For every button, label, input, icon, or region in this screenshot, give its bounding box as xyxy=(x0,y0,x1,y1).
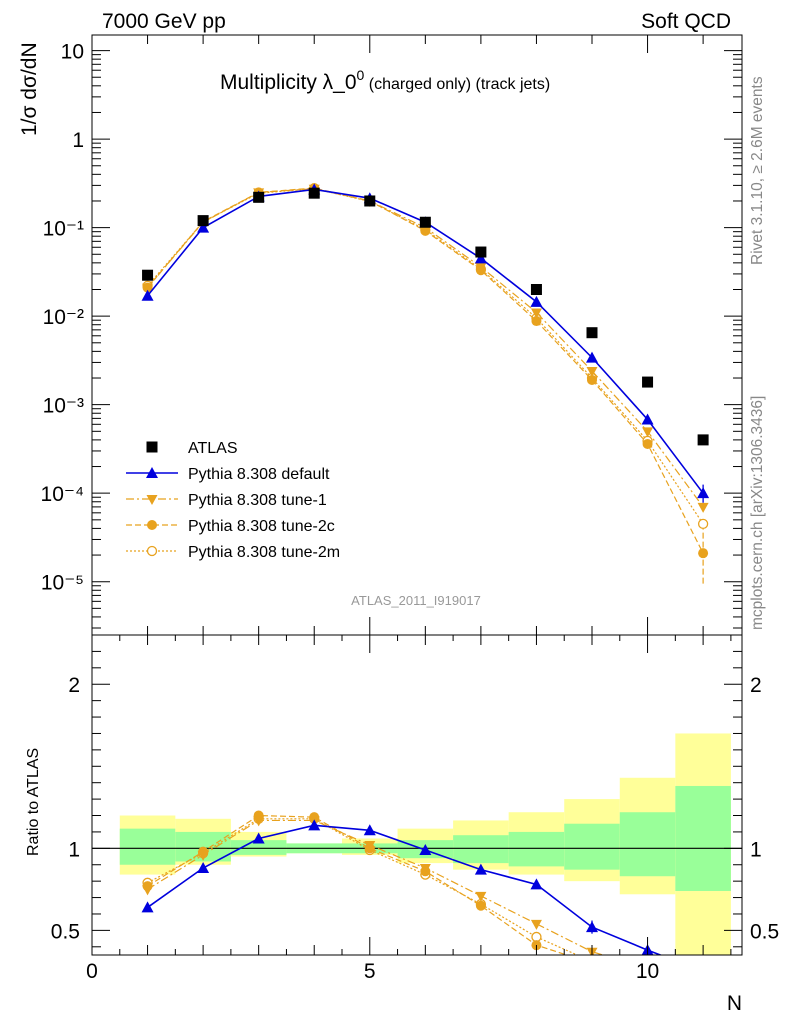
point-atlas-8 xyxy=(530,283,542,295)
legend-label-pythia-8-308-tune-2c: Pythia 8.308 tune-2c xyxy=(188,518,335,535)
ratio-point-pythia-8-308-default-7 xyxy=(474,863,487,875)
analysis-id: ATLAS_2011_I919017 xyxy=(351,593,481,608)
band-inner-11 xyxy=(675,785,731,891)
point-pythia-8-308-default-9 xyxy=(586,351,598,363)
point-pythia-8-308-tune-1-1 xyxy=(142,283,154,294)
point-atlas-5 xyxy=(364,195,376,207)
point-atlas-7 xyxy=(475,246,487,258)
ratio-xtick-label: 5 xyxy=(364,960,376,983)
point-pythia-8-308-tune-2c-10 xyxy=(642,438,653,449)
legend-label-pythia-8-308-default: Pythia 8.308 default xyxy=(188,466,330,483)
band-inner-7 xyxy=(453,835,509,864)
legend-marker-atlas xyxy=(146,441,158,453)
rivet-label: Rivet 3.1.10, ≥ 2.6M events xyxy=(749,76,766,265)
main-panel-axes: 10⁻⁵ 10⁻⁴ 10⁻³ 10⁻² 10⁻¹ 1 10 xyxy=(41,35,742,635)
ratio-xtick-label: 10 xyxy=(636,960,659,983)
main-ytick-label: 10⁻⁴ xyxy=(41,483,84,506)
ratio-ytick-label-right: 2 xyxy=(750,674,762,697)
point-pythia-8-308-tune-1-9 xyxy=(586,367,598,378)
band-inner-1 xyxy=(119,828,176,865)
legend-marker-pythia-8-308-tune-2m xyxy=(146,545,158,557)
ratio-panel-marks xyxy=(92,810,742,955)
header-energy: 7000 GeV pp xyxy=(102,10,226,33)
ratio-point-pythia-8-308-tune-1-7 xyxy=(475,891,487,902)
point-atlas-4 xyxy=(308,187,320,199)
legend-label-pythia-8-308-tune-2m: Pythia 8.308 tune-2m xyxy=(188,544,340,561)
ratio-point-pythia-8-308-tune-1-6 xyxy=(419,864,431,875)
point-atlas-10 xyxy=(642,376,654,388)
legend-marker-pythia-8-308-default xyxy=(146,467,158,478)
ratio-ytick-label: 1 xyxy=(68,838,80,861)
ratio-point-pythia-8-308-tune-1-1 xyxy=(142,885,154,896)
ratio-ytick-label: 0.5 xyxy=(51,920,80,943)
band-inner-3 xyxy=(230,840,287,855)
source-label: mcplots.cern.ch [arXiv:1306.3436] xyxy=(749,396,766,630)
main-ytick-label: 10 xyxy=(61,41,84,64)
ratio-panel-axes: 0.5 0.5 1 1 2 2 0 5 10 xyxy=(51,635,779,983)
ratio-point-pythia-8-308-tune-1-2 xyxy=(197,850,209,861)
point-atlas-2 xyxy=(197,215,209,227)
point-pythia-8-308-tune-1-7 xyxy=(475,262,487,273)
ratio-point-pythia-8-308-default-3 xyxy=(252,832,265,844)
main-ytick-label: 10⁻⁵ xyxy=(41,572,84,595)
point-pythia-8-308-tune-1-8 xyxy=(530,308,542,319)
legend: ATLAS Pythia 8.308 default Pythia 8.308 tu… xyxy=(126,440,340,561)
ratio-point-pythia-8-308-tune-2m-8 xyxy=(531,931,542,943)
legend-marker-pythia-8-308-tune-1 xyxy=(146,495,158,505)
point-pythia-8-308-tune-2m-11 xyxy=(697,518,709,530)
point-pythia-8-308-default-8 xyxy=(530,295,543,307)
band-inner-10 xyxy=(619,812,676,877)
main-panel-marks xyxy=(141,183,710,584)
ratio-ytick-label-right: 0.5 xyxy=(750,920,779,943)
ratio-point-pythia-8-308-tune-1-3 xyxy=(253,816,265,827)
ratio-xlabel: N xyxy=(727,992,742,1015)
ratio-point-pythia-8-308-tune-2c-7 xyxy=(475,900,486,911)
legend-marker-pythia-8-308-tune-2c xyxy=(147,520,157,530)
point-pythia-8-308-default-10 xyxy=(641,413,654,425)
ratio-point-pythia-8-308-default-4 xyxy=(308,819,321,831)
plot-title: Multiplicity λ_00 (charged only) (track … xyxy=(220,67,550,94)
point-pythia-8-308-tune-2c-9 xyxy=(587,374,597,385)
ratio-xtick-label: 0 xyxy=(86,960,98,983)
point-atlas-9 xyxy=(586,327,598,339)
point-atlas-6 xyxy=(419,216,431,228)
point-pythia-8-308-default-7 xyxy=(474,252,487,264)
plot-title-sup: 0 xyxy=(357,67,365,83)
point-pythia-8-308-default-1 xyxy=(141,289,154,301)
ratio-point-pythia-8-308-default-1 xyxy=(141,901,154,913)
header-category: Soft QCD xyxy=(641,10,731,33)
point-atlas-3 xyxy=(253,191,265,203)
legend-label-atlas: ATLAS xyxy=(188,440,238,457)
point-pythia-8-308-tune-1-10 xyxy=(642,427,654,438)
point-pythia-8-308-default-2 xyxy=(197,221,210,233)
ratio-ytick-label: 2 xyxy=(68,674,80,697)
main-ytick-label: 10⁻³ xyxy=(43,395,84,418)
ratio-point-pythia-8-308-tune-1-8 xyxy=(530,919,542,930)
point-pythia-8-308-tune-1-11 xyxy=(697,502,709,513)
ratio-point-pythia-8-308-default-8 xyxy=(530,878,543,890)
point-pythia-8-308-tune-2c-8 xyxy=(531,316,542,327)
main-series-area xyxy=(141,183,710,584)
ratio-point-pythia-8-308-tune-1-5 xyxy=(364,841,376,852)
ratio-ytick-label-right: 1 xyxy=(750,838,762,861)
band-inner-8 xyxy=(508,831,565,867)
main-ytick-label: 10⁻¹ xyxy=(43,218,84,241)
main-ytick-label: 10⁻² xyxy=(43,306,84,329)
ratio-point-pythia-8-308-default-5 xyxy=(363,824,376,836)
point-atlas-1 xyxy=(142,269,154,281)
plot-title-main: Multiplicity λ_0 xyxy=(220,71,357,94)
main-ytick-label: 1 xyxy=(72,129,84,152)
point-atlas-11 xyxy=(697,434,709,446)
band-inner-9 xyxy=(564,823,620,870)
ratio-series-area xyxy=(92,810,742,955)
ratio-ylabel: Ratio to ATLAS xyxy=(25,748,42,856)
ratio-point-pythia-8-308-default-2 xyxy=(197,862,210,874)
legend-label-pythia-8-308-tune-1: Pythia 8.308 tune-1 xyxy=(188,492,327,509)
ratio-panel-frame xyxy=(91,634,743,956)
ratio-point-pythia-8-308-default-6 xyxy=(419,843,432,855)
main-ylabel: 1/σ dσ/dN xyxy=(18,42,41,136)
plot-title-small: (charged only) (track jets) xyxy=(364,76,550,93)
series-line-pythia-8-308-tune-1 xyxy=(147,188,704,508)
